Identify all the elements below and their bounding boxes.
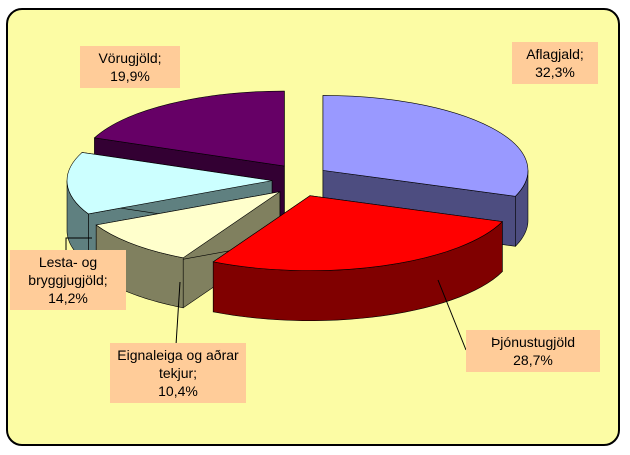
data-label-text: 14,2%	[48, 290, 88, 306]
slice	[322, 95, 529, 197]
data-label-text: 19,9%	[110, 68, 150, 84]
data-label: Vörugjöld; 19,9%	[80, 46, 180, 88]
data-label: Lesta- og bryggjugjöld; 14,2%	[10, 250, 126, 310]
slice	[93, 90, 285, 167]
data-label-text: Aflagjald;	[526, 46, 584, 62]
leader-line	[437, 279, 467, 351]
data-label-text: Eignaleiga og aðrar tekjur;	[117, 347, 239, 381]
data-label-text: 32,3%	[535, 64, 575, 80]
data-label: Aflagjald; 32,3%	[512, 42, 598, 84]
slice	[95, 191, 281, 259]
slice	[66, 152, 273, 215]
data-label-text: Lesta- og bryggjugjöld;	[28, 254, 108, 288]
leader-line	[175, 281, 181, 346]
data-label-text: 10,4%	[158, 383, 198, 399]
data-label: Þjónustugjöld 28,7%	[466, 330, 600, 372]
leader-line	[65, 237, 92, 252]
slice	[212, 195, 503, 271]
data-label-text: 28,7%	[513, 352, 553, 368]
data-label-text: Þjónustugjöld	[490, 334, 576, 350]
data-label: Eignaleiga og aðrar tekjur; 10,4%	[110, 343, 246, 403]
data-label-text: Vörugjöld;	[98, 50, 162, 66]
